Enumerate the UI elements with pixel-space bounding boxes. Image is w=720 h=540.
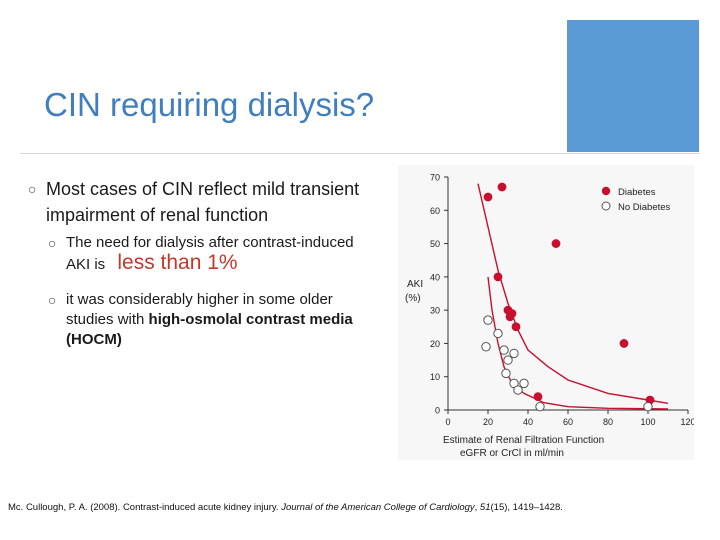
chart-panel: 0 10 20 30 40 50 60 70 0 20 40 60 80 100 120 AKI (%) E… [398,165,696,460]
citation-issue-pages: (15), 1419–1428. [490,502,563,513]
y-tick-label: 30 [430,306,440,316]
point-no-diabetes [643,401,653,412]
point-no-diabetes [519,378,529,389]
bullet-text: The need for dialysis after contrast-ind… [66,234,354,273]
point-diabetes [507,309,517,318]
x-axis-label-units: eGFR or CrCl in ml/min [460,448,564,459]
legend-marker-no-diabetes [601,201,611,211]
point-no-diabetes [483,315,493,325]
point-no-diabetes [509,348,519,359]
point-no-diabetes [513,385,523,395]
x-tick-label: 100 [640,417,655,427]
y-tick-label: 60 [430,206,440,216]
point-diabetes [493,272,503,282]
point-no-diabetes [535,401,545,412]
x-tick-label: 60 [563,417,573,427]
y-tick-label: 0 [435,406,440,416]
title-divider [20,153,700,154]
citation-authors: Mc. Cullough, P. A. (2008). Contrast-ind… [8,502,279,513]
aki-scatter-chart: 0 10 20 30 40 50 60 70 0 20 40 60 80 100 120 AKI (%) E… [405,173,696,460]
point-diabetes [483,192,493,202]
bullet-circle-icon: ○ [48,292,57,308]
citation-volume: 51 [479,502,491,513]
point-diabetes [511,322,521,332]
point-diabetes [551,239,561,248]
point-diabetes [497,182,507,192]
x-tick-label: 120 [680,417,694,427]
y-tick-label: 50 [430,239,440,249]
x-axis-label: Estimate of Renal Filtration Function [443,435,604,446]
point-diabetes [533,392,543,402]
slide-title: CIN requiring dialysis? [44,86,375,123]
legend-label-diabetes: Diabetes [618,187,656,198]
point-no-diabetes [503,355,513,365]
fit-curve [477,183,669,404]
x-tick-label: 20 [483,417,493,427]
legend-marker-diabetes [601,186,611,196]
legend-label-no-diabetes: No Diabetes [618,202,671,213]
x-tick-label: 80 [603,417,613,427]
point-no-diabetes [501,368,511,379]
bullet-text: it was considerably higher in some older… [66,291,333,328]
point-no-diabetes [493,328,503,339]
point-no-diabetes [481,342,491,352]
point-diabetes [619,339,629,348]
bullet-text: Most cases of CIN reflect mild transient… [46,179,360,225]
bullet-circle-icon: ○ [48,235,57,251]
y-axis-unit: (%) [405,293,421,304]
x-tick-label: 40 [523,417,533,427]
legend: Diabetes No Diabetes [601,186,671,213]
bullet-circle-icon: ○ [28,181,37,197]
y-axis-label: AKI [407,279,423,290]
bullet-level2-dialysis: ○ The need for dialysis after contrast-i… [48,233,368,275]
highlight-percentage: less than 1% [117,251,238,274]
y-tick-label: 40 [430,272,440,282]
citation: Mc. Cullough, P. A. (2008). Contrast-ind… [8,502,563,513]
y-tick-label: 20 [430,339,440,349]
y-tick-label: 10 [430,372,440,382]
bullet-level1: ○ Most cases of CIN reflect mild transie… [28,176,388,228]
bullet-level2-hocm: ○ it was considerably higher in some old… [48,290,368,350]
y-tick-label: 70 [430,173,440,183]
bold-text: high-osmolal contrast media (HOCM) [66,311,353,348]
point-no-diabetes [499,345,509,355]
accent-box [567,20,699,152]
citation-journal: Journal of the American College of Cardi… [281,502,475,513]
x-tick-label: 0 [445,417,450,427]
